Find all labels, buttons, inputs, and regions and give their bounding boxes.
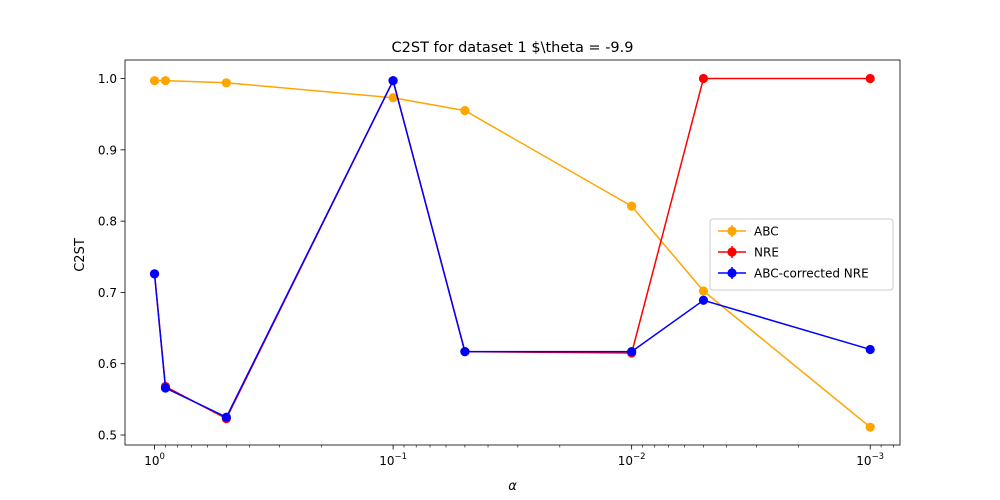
data-point-abc [149,76,160,86]
data-point-nre [865,73,875,84]
y-axis-label: C2ST [73,238,88,272]
x-tick-label: 10−2 [618,452,646,468]
plot-frame [124,59,901,446]
data-point-nre [698,73,709,84]
chart-title: C2ST for dataset 1 $\theta = -9.9 [392,40,634,56]
y-tick-label: 0.8 [98,215,117,229]
series-line-abc [154,79,871,428]
data-point-abc-corrected-nre [160,383,171,393]
data-point-abc-corrected-nre [627,347,637,357]
data-point-abc [160,76,171,86]
data-point-abc-corrected-nre [698,295,709,305]
data-point-abc-corrected-nre [460,347,470,357]
legend-label-nre: NRE [754,246,779,260]
data-point-abc [865,422,875,432]
legend-marker-abc [727,226,737,236]
data-point-abc-corrected-nre [149,269,160,279]
data-point-abc-corrected-nre [221,412,231,422]
data-point-abc [698,286,709,296]
x-tick-label: 10−1 [379,452,407,468]
data-point-abc [221,78,231,88]
data-point-abc [627,201,637,211]
legend-label-abc-corrected-nre: ABC-corrected NRE [754,267,869,281]
series-line-abc-corrected-nre [153,78,871,419]
data-point-abc-corrected-nre [865,344,875,355]
data-point-abc [460,106,470,116]
y-tick-label: 0.9 [98,143,117,157]
legend: ABC NRE ABC-corrected NRE [709,218,894,291]
y-tick-label: 0.6 [98,357,117,371]
y-tick-label: 1.0 [98,72,117,86]
x-axis-label: α [508,479,517,494]
legend-box [709,218,894,291]
legend-marker-abc-corrected-nre [727,268,737,278]
series-layer [149,73,875,432]
data-point-abc [388,93,398,103]
legend-label-abc: ABC [754,225,779,239]
data-point-abc-corrected-nre [388,76,398,86]
x-tick-label: 10−3 [856,452,884,468]
axes-layer: 100 10−1 10−2 10−3 0.5 0.6 0.7 0.8 0.9 1.0 [98,59,901,468]
y-tick-label: 0.7 [98,286,117,300]
legend-marker-nre [727,247,737,257]
x-tick-label: 100 [144,452,165,468]
y-tick-label: 0.5 [98,429,117,443]
